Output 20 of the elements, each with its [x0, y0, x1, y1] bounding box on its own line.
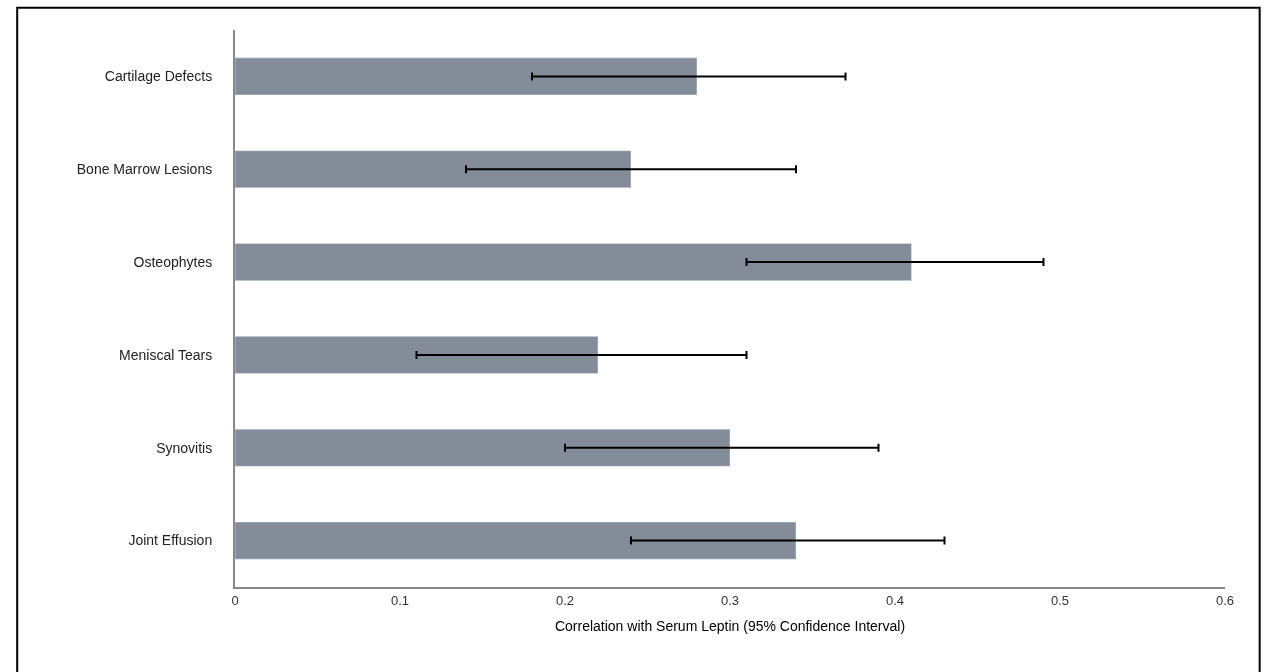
- bar: [235, 150, 632, 189]
- x-tick-label: 0.6: [1215, 592, 1235, 608]
- x-tick-label: 0.1: [390, 592, 410, 608]
- y-tick-label: Synovitis: [156, 439, 213, 456]
- bar: [235, 336, 599, 374]
- bar: [235, 428, 731, 467]
- x-tick-label: 0: [231, 592, 239, 608]
- bar: [235, 521, 797, 560]
- bar: [235, 57, 698, 96]
- x-tick-label: 0.3: [720, 592, 740, 608]
- y-tick-label: Osteophytes: [133, 253, 213, 270]
- x-axis-title: Correlation with Serum Leptin (95% Confidence Interval): [554, 618, 906, 635]
- x-tick-label: 0.4: [885, 592, 905, 608]
- x-tick-label: 0.5: [1050, 592, 1070, 608]
- y-tick-label: Joint Effusion: [128, 532, 213, 549]
- y-tick-label: Bone Marrow Lesions: [76, 161, 213, 178]
- y-tick-label: Cartilage Defects: [104, 68, 213, 85]
- bar: [235, 243, 912, 281]
- y-tick-label: Meniscal Tears: [119, 346, 213, 363]
- x-tick-label: 0.2: [555, 592, 575, 608]
